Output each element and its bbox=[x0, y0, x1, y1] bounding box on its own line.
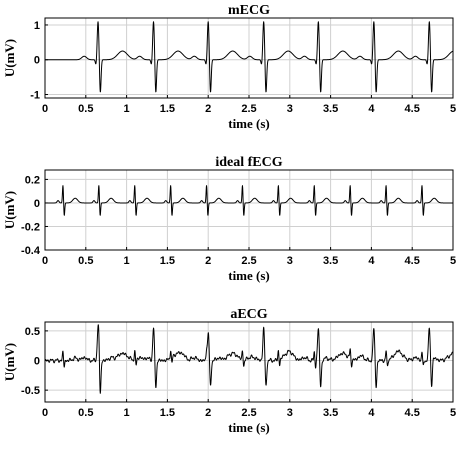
x-tick-label: 4.5 bbox=[405, 255, 420, 267]
y-tick-label: 1 bbox=[34, 20, 40, 32]
x-tick-label: 2 bbox=[205, 407, 211, 419]
chart-title: ideal fECG bbox=[215, 155, 282, 170]
x-tick-label: 3 bbox=[287, 407, 293, 419]
x-tick-label: 5 bbox=[450, 103, 456, 115]
chart-title: aECG bbox=[230, 307, 267, 322]
x-axis-label: time (s) bbox=[228, 420, 270, 435]
signal-trace bbox=[44, 21, 454, 93]
x-tick-label: 1 bbox=[124, 255, 130, 267]
x-tick-label: 1.5 bbox=[160, 255, 175, 267]
y-tick-label: -0.2 bbox=[21, 221, 40, 233]
x-tick-label: 3 bbox=[287, 255, 293, 267]
x-tick-label: 3.5 bbox=[323, 407, 338, 419]
x-tick-label: 0.5 bbox=[78, 407, 93, 419]
x-tick-label: 3 bbox=[287, 103, 293, 115]
x-tick-label: 0 bbox=[42, 407, 48, 419]
x-tick-label: 4.5 bbox=[405, 407, 420, 419]
y-tick-label: 0 bbox=[34, 356, 40, 368]
chart-panel-2: 0 0.5 1 1.5 2 2.5 3 3.5 4 4.5 5 -0.4 -0.2 0 0.2 ideal f… bbox=[2, 155, 456, 283]
x-tick-label: 2 bbox=[205, 255, 211, 267]
y-axis-label: U(mV) bbox=[2, 39, 17, 77]
signal-trace bbox=[44, 185, 454, 216]
x-tick-label: 2.5 bbox=[241, 407, 256, 419]
x-tick-label: 4 bbox=[368, 255, 375, 267]
y-tick-label: -1 bbox=[30, 90, 40, 102]
y-tick-label: 0 bbox=[34, 55, 40, 67]
chart-title: mECG bbox=[228, 3, 270, 18]
x-tick-label: 4.5 bbox=[405, 103, 420, 115]
x-tick-label: 3.5 bbox=[323, 103, 338, 115]
y-tick-label: -0.4 bbox=[21, 245, 41, 257]
x-tick-label: 0.5 bbox=[78, 255, 93, 267]
x-tick-label: 4 bbox=[368, 407, 375, 419]
y-tick-label: 0 bbox=[34, 198, 40, 210]
y-axis-label: U(mV) bbox=[2, 191, 17, 229]
x-tick-label: 2.5 bbox=[241, 255, 256, 267]
y-axis-label: U(mV) bbox=[2, 343, 17, 381]
x-tick-label: 2.5 bbox=[241, 103, 256, 115]
x-tick-label: 5 bbox=[450, 407, 456, 419]
x-tick-label: 1.5 bbox=[160, 407, 175, 419]
x-tick-label: 0 bbox=[42, 103, 48, 115]
y-tick-label: 0.5 bbox=[25, 326, 40, 338]
x-axis-label: time (s) bbox=[228, 268, 270, 283]
x-axis-label: time (s) bbox=[228, 116, 270, 131]
x-tick-label: 5 bbox=[450, 255, 456, 267]
x-tick-label: 0 bbox=[42, 255, 48, 267]
y-tick-label: 0.2 bbox=[25, 174, 40, 186]
x-tick-label: 0.5 bbox=[78, 103, 93, 115]
x-tick-label: 4 bbox=[368, 103, 375, 115]
x-tick-label: 1.5 bbox=[160, 103, 175, 115]
x-tick-label: 2 bbox=[205, 103, 211, 115]
y-tick-label: -0.5 bbox=[21, 385, 40, 397]
x-tick-label: 1 bbox=[124, 407, 130, 419]
x-tick-label: 3.5 bbox=[323, 255, 338, 267]
signal-trace bbox=[44, 324, 454, 394]
x-tick-label: 1 bbox=[124, 103, 130, 115]
